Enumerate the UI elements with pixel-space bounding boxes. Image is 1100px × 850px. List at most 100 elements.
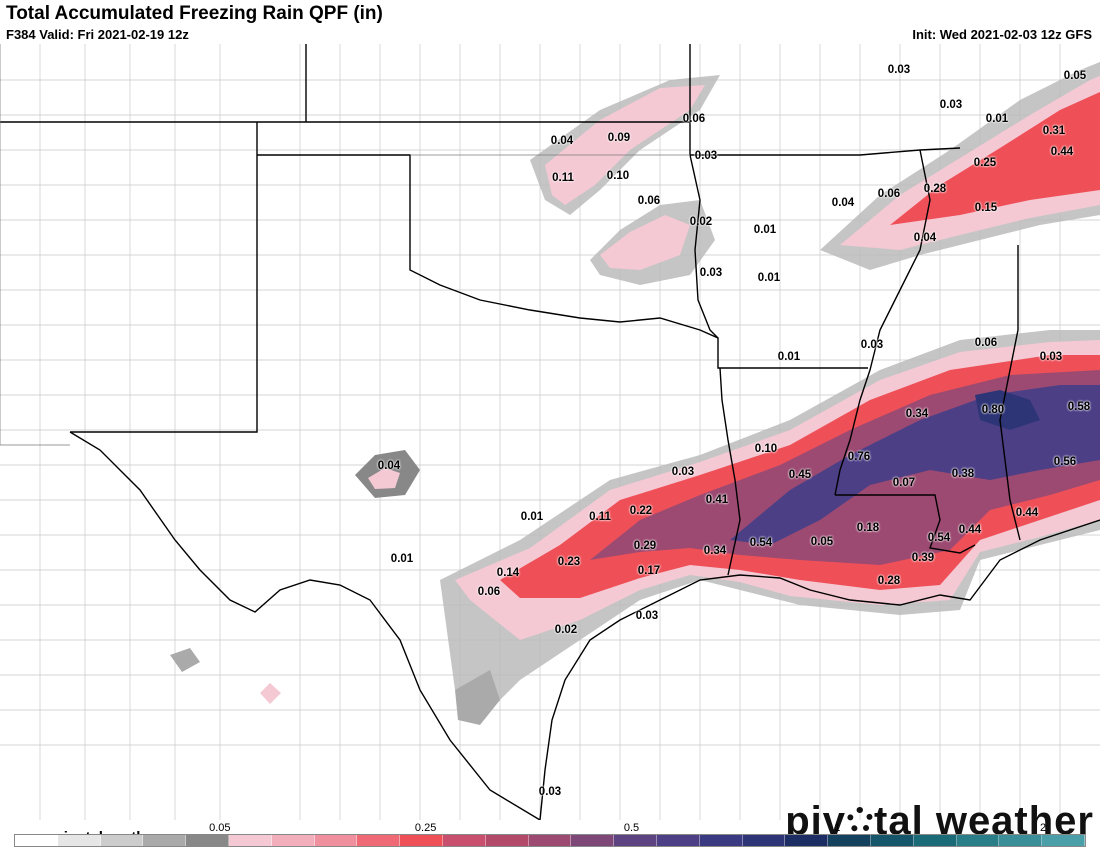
legend-tick-label: 0.25: [414, 822, 437, 834]
map-title: Total Accumulated Freezing Rain QPF (in): [6, 3, 383, 24]
qpf-value-label: 0.07: [892, 477, 916, 489]
qpf-value-label: 0.03: [699, 267, 723, 279]
qpf-value-label: 0.06: [477, 586, 501, 598]
qpf-value-label: 0.28: [923, 183, 947, 195]
legend-swatch: [357, 835, 401, 846]
qpf-value-label: 0.18: [856, 522, 880, 534]
qpf-value-label: 0.31: [1042, 125, 1066, 137]
legend-swatch: [870, 835, 914, 846]
qpf-value-label: 0.01: [390, 553, 414, 565]
qpf-value-label: 0.01: [757, 272, 781, 284]
legend-swatch: [742, 835, 786, 846]
legend-swatch: [999, 835, 1043, 846]
legend-swatch: [828, 835, 871, 846]
legend-swatch: [571, 835, 615, 846]
map-layer: [0, 44, 1100, 820]
qpf-value-label: 0.02: [689, 216, 713, 228]
qpf-value-label: 0.11: [589, 511, 611, 523]
qpf-value-label: 0.58: [1067, 401, 1091, 413]
legend-swatch: [271, 835, 315, 846]
legend-colorbar: [14, 834, 1086, 847]
qpf-value-label: 0.09: [607, 132, 631, 144]
qpf-value-label: 0.41: [705, 494, 729, 506]
color-legend: 0.05 0.25 0.5 1 2: [14, 822, 1086, 848]
qpf-value-label: 0.10: [606, 170, 630, 182]
qpf-value-label: 0.04: [550, 135, 574, 147]
legend-swatch: [699, 835, 743, 846]
qpf-value-label: 0.76: [847, 451, 871, 463]
qpf-value-label: 0.03: [671, 466, 695, 478]
qpf-value-label: 0.54: [927, 532, 951, 544]
state-borders: [0, 44, 1100, 820]
legend-swatch: [785, 835, 829, 846]
qpf-value-label: 0.34: [905, 408, 929, 420]
qpf-value-label: 0.39: [911, 552, 935, 564]
qpf-value-label: 0.11: [552, 172, 574, 184]
qpf-value-label: 0.29: [633, 540, 657, 552]
freezing-rain-shading: [170, 62, 1100, 725]
qpf-value-label: 0.06: [877, 188, 901, 200]
qpf-value-label: 0.17: [637, 565, 661, 577]
legend-swatch: [143, 835, 187, 846]
legend-tick-label: 0.5: [623, 822, 640, 834]
qpf-value-label: 0.06: [682, 113, 706, 125]
qpf-value-label: 0.10: [754, 443, 778, 455]
qpf-value-label: 0.03: [694, 150, 718, 162]
legend-swatch: [528, 835, 572, 846]
legend-swatch: [314, 835, 358, 846]
qpf-value-label: 0.44: [1015, 507, 1039, 519]
legend-swatch: [656, 835, 700, 846]
qpf-value-label: 0.01: [985, 113, 1009, 125]
qpf-value-label: 0.01: [520, 511, 544, 523]
legend-swatch: [485, 835, 529, 846]
qpf-value-label: 0.25: [973, 157, 997, 169]
gear-icon: [847, 807, 874, 834]
qpf-value-label: 0.44: [1050, 146, 1074, 158]
legend-swatch: [1042, 835, 1085, 846]
qpf-value-label: 0.54: [749, 537, 773, 549]
qpf-value-label: 0.28: [877, 575, 901, 587]
qpf-value-label: 0.22: [629, 505, 653, 517]
qpf-value-label: 0.80: [981, 404, 1005, 416]
qpf-value-label: 0.56: [1053, 456, 1077, 468]
legend-tick-label: 1: [834, 822, 841, 834]
legend-swatch: [15, 835, 58, 846]
legend-swatch: [100, 835, 144, 846]
legend-swatch: [57, 835, 101, 846]
qpf-value-label: 0.04: [377, 460, 401, 472]
qpf-value-label: 0.06: [974, 337, 998, 349]
legend-swatch: [956, 835, 1000, 846]
legend-tick-label: 2: [1040, 822, 1047, 834]
legend-tick-label: 0.05: [209, 822, 231, 834]
qpf-value-label: 0.04: [913, 232, 937, 244]
legend-swatch: [442, 835, 486, 846]
qpf-value-label: 0.03: [887, 64, 911, 76]
qpf-value-label: 0.04: [831, 197, 855, 209]
qpf-value-label: 0.15: [974, 202, 998, 214]
precip-map[interactable]: 0.03 0.05 0.03 0.01 0.06 0.31 0.04 0.09 0.44 0.03…: [0, 44, 1100, 820]
qpf-value-label: 0.14: [496, 567, 520, 579]
qpf-value-label: 0.45: [788, 469, 812, 481]
qpf-value-label: 0.38: [951, 468, 975, 480]
qpf-value-label: 0.03: [860, 339, 884, 351]
qpf-value-label: 0.03: [939, 99, 963, 111]
legend-swatch: [186, 835, 229, 846]
qpf-value-label: 0.06: [637, 195, 661, 207]
legend-swatch: [614, 835, 657, 846]
qpf-value-label: 0.34: [703, 545, 727, 557]
legend-swatch: [913, 835, 957, 846]
qpf-value-label: 0.23: [557, 556, 581, 568]
qpf-value-label: 0.05: [810, 536, 834, 548]
init-time: Init: Wed 2021-02-03 12z GFS: [912, 27, 1092, 42]
legend-swatch: [228, 835, 272, 846]
qpf-value-label: 0.02: [554, 624, 578, 636]
qpf-value-label: 0.01: [753, 224, 777, 236]
qpf-value-label: 0.01: [777, 351, 801, 363]
qpf-value-label: 0.05: [1063, 70, 1087, 82]
qpf-value-label: 0.03: [635, 610, 659, 622]
qpf-value-label: 0.44: [958, 524, 982, 536]
legend-swatch: [400, 835, 443, 846]
valid-time: F384 Valid: Fri 2021-02-19 12z: [6, 27, 189, 42]
qpf-value-label: 0.03: [1039, 351, 1063, 363]
qpf-value-label: 0.03: [538, 786, 562, 798]
